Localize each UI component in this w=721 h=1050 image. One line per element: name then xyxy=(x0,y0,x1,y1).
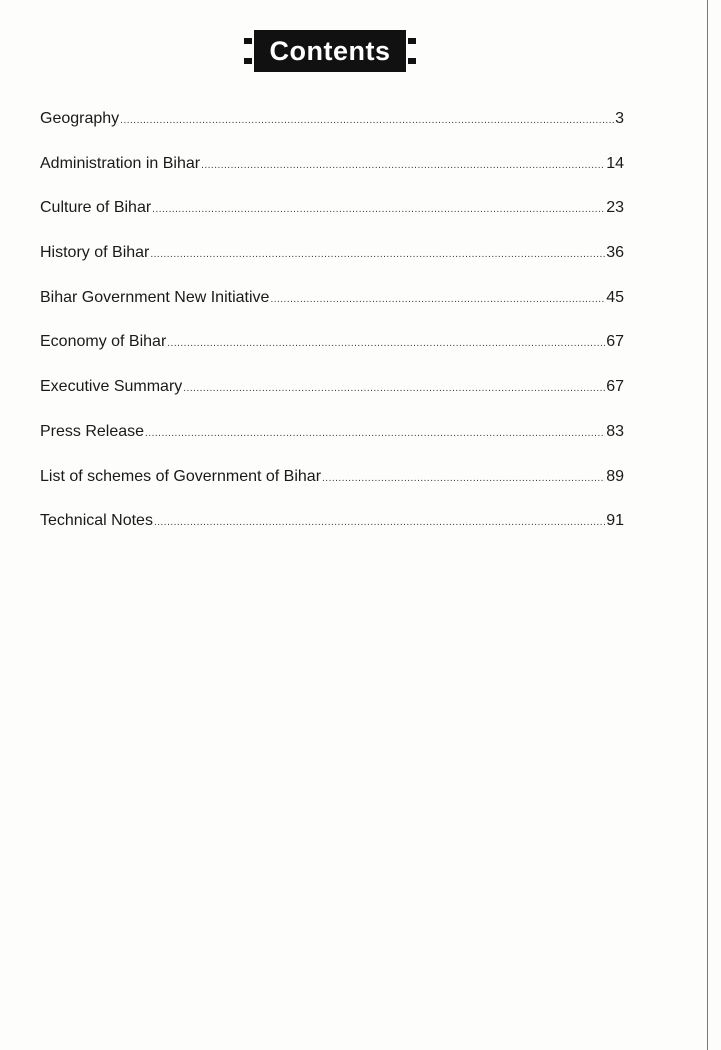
dot-leader xyxy=(145,428,605,439)
toc-entry[interactable]: Technical Notes 91 xyxy=(40,512,624,557)
entry-title: List of schemes of Government of Bihar xyxy=(40,467,322,485)
toc-entry[interactable]: Administration in Bihar 14 xyxy=(40,155,624,200)
entry-title: Executive Summary xyxy=(40,378,183,396)
entry-page: 14 xyxy=(606,154,624,172)
entry-title: Press Release xyxy=(40,422,145,440)
entry-page: 83 xyxy=(606,422,624,440)
entry-page: 23 xyxy=(606,199,624,217)
entry-page: 89 xyxy=(606,467,624,485)
entry-title: Bihar Government New Initiative xyxy=(40,288,270,306)
dot-leader xyxy=(150,249,605,260)
entry-title: Administration in Bihar xyxy=(40,154,201,172)
dot-leader xyxy=(152,204,605,215)
entry-title: Geography xyxy=(40,110,120,127)
entry-title: History of Bihar xyxy=(40,244,150,262)
toc-entry[interactable]: Press Release 83 xyxy=(40,423,624,468)
toc-entry[interactable]: Culture of Bihar 23 xyxy=(40,199,624,244)
toc-entry[interactable]: History of Bihar 36 xyxy=(40,244,624,289)
contents-heading: Contents xyxy=(244,30,416,72)
toc-entry[interactable]: Executive Summary 67 xyxy=(40,378,624,423)
page-edge-line xyxy=(707,0,708,1050)
entry-page: 36 xyxy=(606,244,624,262)
dot-leader xyxy=(201,160,605,171)
entry-page: 67 xyxy=(606,378,624,396)
dot-leader xyxy=(270,294,605,305)
dot-leader xyxy=(322,473,605,484)
toc-entry[interactable]: Geography 3 xyxy=(40,110,624,155)
entry-title: Culture of Bihar xyxy=(40,199,152,217)
entry-title: Economy of Bihar xyxy=(40,333,167,351)
dot-leader xyxy=(120,115,614,126)
entry-page: 3 xyxy=(615,110,624,127)
entry-page: 91 xyxy=(606,512,624,530)
toc-entry[interactable]: Bihar Government New Initiative 45 xyxy=(40,289,624,334)
entry-title: Technical Notes xyxy=(40,512,153,530)
table-of-contents: Geography 3 Administration in Bihar 14 Cul… xyxy=(40,110,624,557)
dot-leader xyxy=(167,338,605,349)
entry-page: 67 xyxy=(606,333,624,351)
toc-entry[interactable]: List of schemes of Government of Bihar 89 xyxy=(40,468,624,513)
dot-leader xyxy=(154,517,605,528)
dot-leader xyxy=(183,383,605,394)
toc-entry[interactable]: Economy of Bihar 67 xyxy=(40,333,624,378)
entry-page: 45 xyxy=(606,288,624,306)
